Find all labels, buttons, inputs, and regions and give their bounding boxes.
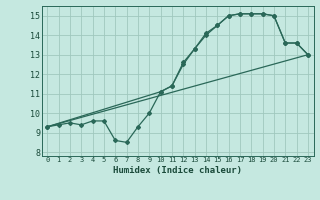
X-axis label: Humidex (Indice chaleur): Humidex (Indice chaleur) <box>113 166 242 175</box>
